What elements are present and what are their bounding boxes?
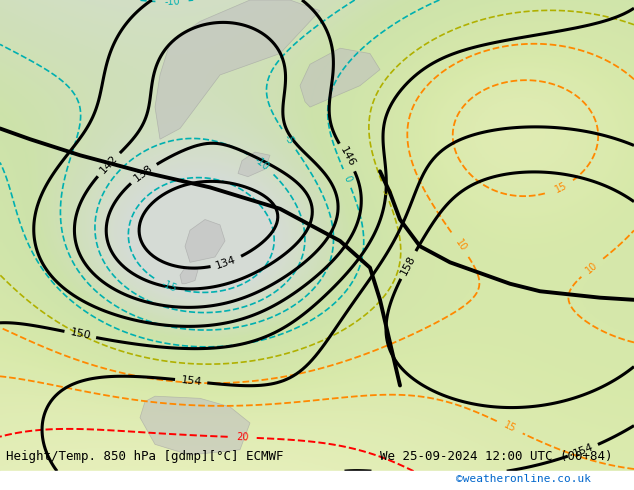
Text: 10: 10 (584, 260, 600, 275)
Text: 138: 138 (132, 163, 155, 184)
Text: 15: 15 (553, 180, 569, 195)
Text: -10: -10 (164, 0, 180, 7)
Text: 146: 146 (338, 146, 357, 169)
Polygon shape (140, 396, 250, 455)
Polygon shape (180, 268, 198, 284)
Text: -5: -5 (282, 133, 295, 146)
Text: 154: 154 (180, 375, 202, 387)
Text: -10: -10 (252, 155, 271, 172)
Polygon shape (238, 152, 270, 177)
Text: 5: 5 (380, 187, 391, 196)
Polygon shape (300, 48, 380, 107)
Text: ©weatheronline.co.uk: ©weatheronline.co.uk (456, 474, 592, 484)
Text: 154: 154 (571, 442, 595, 459)
Text: 134: 134 (214, 254, 238, 270)
Text: 0: 0 (341, 174, 353, 183)
Text: 158: 158 (399, 253, 418, 276)
Bar (0, 471, 634, 490)
Text: 20: 20 (236, 432, 249, 442)
Text: 142: 142 (98, 153, 119, 176)
Text: We 25-09-2024 12:00 UTC (00+84): We 25-09-2024 12:00 UTC (00+84) (380, 450, 613, 463)
Polygon shape (185, 220, 225, 262)
Text: 150: 150 (69, 327, 91, 342)
Text: Height/Temp. 850 hPa [gdmp][°C] ECMWF: Height/Temp. 850 hPa [gdmp][°C] ECMWF (6, 450, 284, 463)
Text: -15: -15 (160, 278, 178, 294)
Polygon shape (155, 0, 320, 139)
Text: 15: 15 (502, 420, 517, 435)
Text: 10: 10 (453, 238, 468, 253)
